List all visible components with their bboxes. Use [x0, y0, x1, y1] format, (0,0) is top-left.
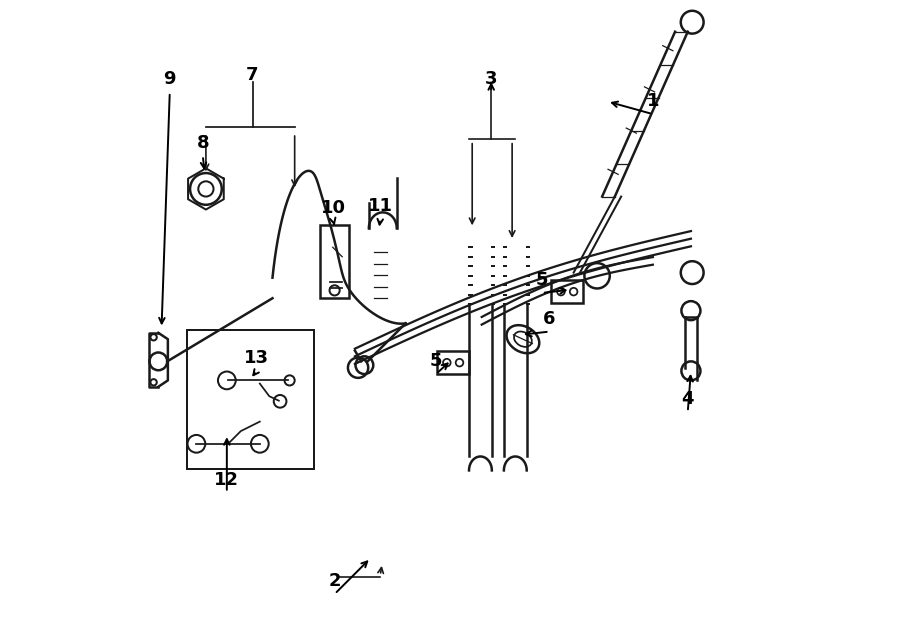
Text: 2: 2	[328, 573, 341, 590]
Bar	[320, 225, 348, 298]
Text: 4: 4	[681, 391, 694, 408]
Bar	[437, 351, 469, 374]
Text: 11: 11	[368, 197, 392, 215]
Text: 3: 3	[485, 70, 498, 88]
Text: 5: 5	[430, 353, 442, 370]
Text: 5: 5	[536, 271, 548, 289]
Bar	[552, 280, 583, 303]
Text: 6: 6	[544, 310, 556, 328]
Text: 9: 9	[164, 70, 176, 88]
Text: 10: 10	[320, 199, 346, 217]
Text: 1: 1	[646, 93, 659, 110]
Bar	[187, 330, 314, 469]
Text: 12: 12	[214, 471, 239, 489]
Text: 8: 8	[196, 134, 209, 152]
Text: 7: 7	[246, 66, 258, 84]
Text: 13: 13	[244, 349, 269, 367]
